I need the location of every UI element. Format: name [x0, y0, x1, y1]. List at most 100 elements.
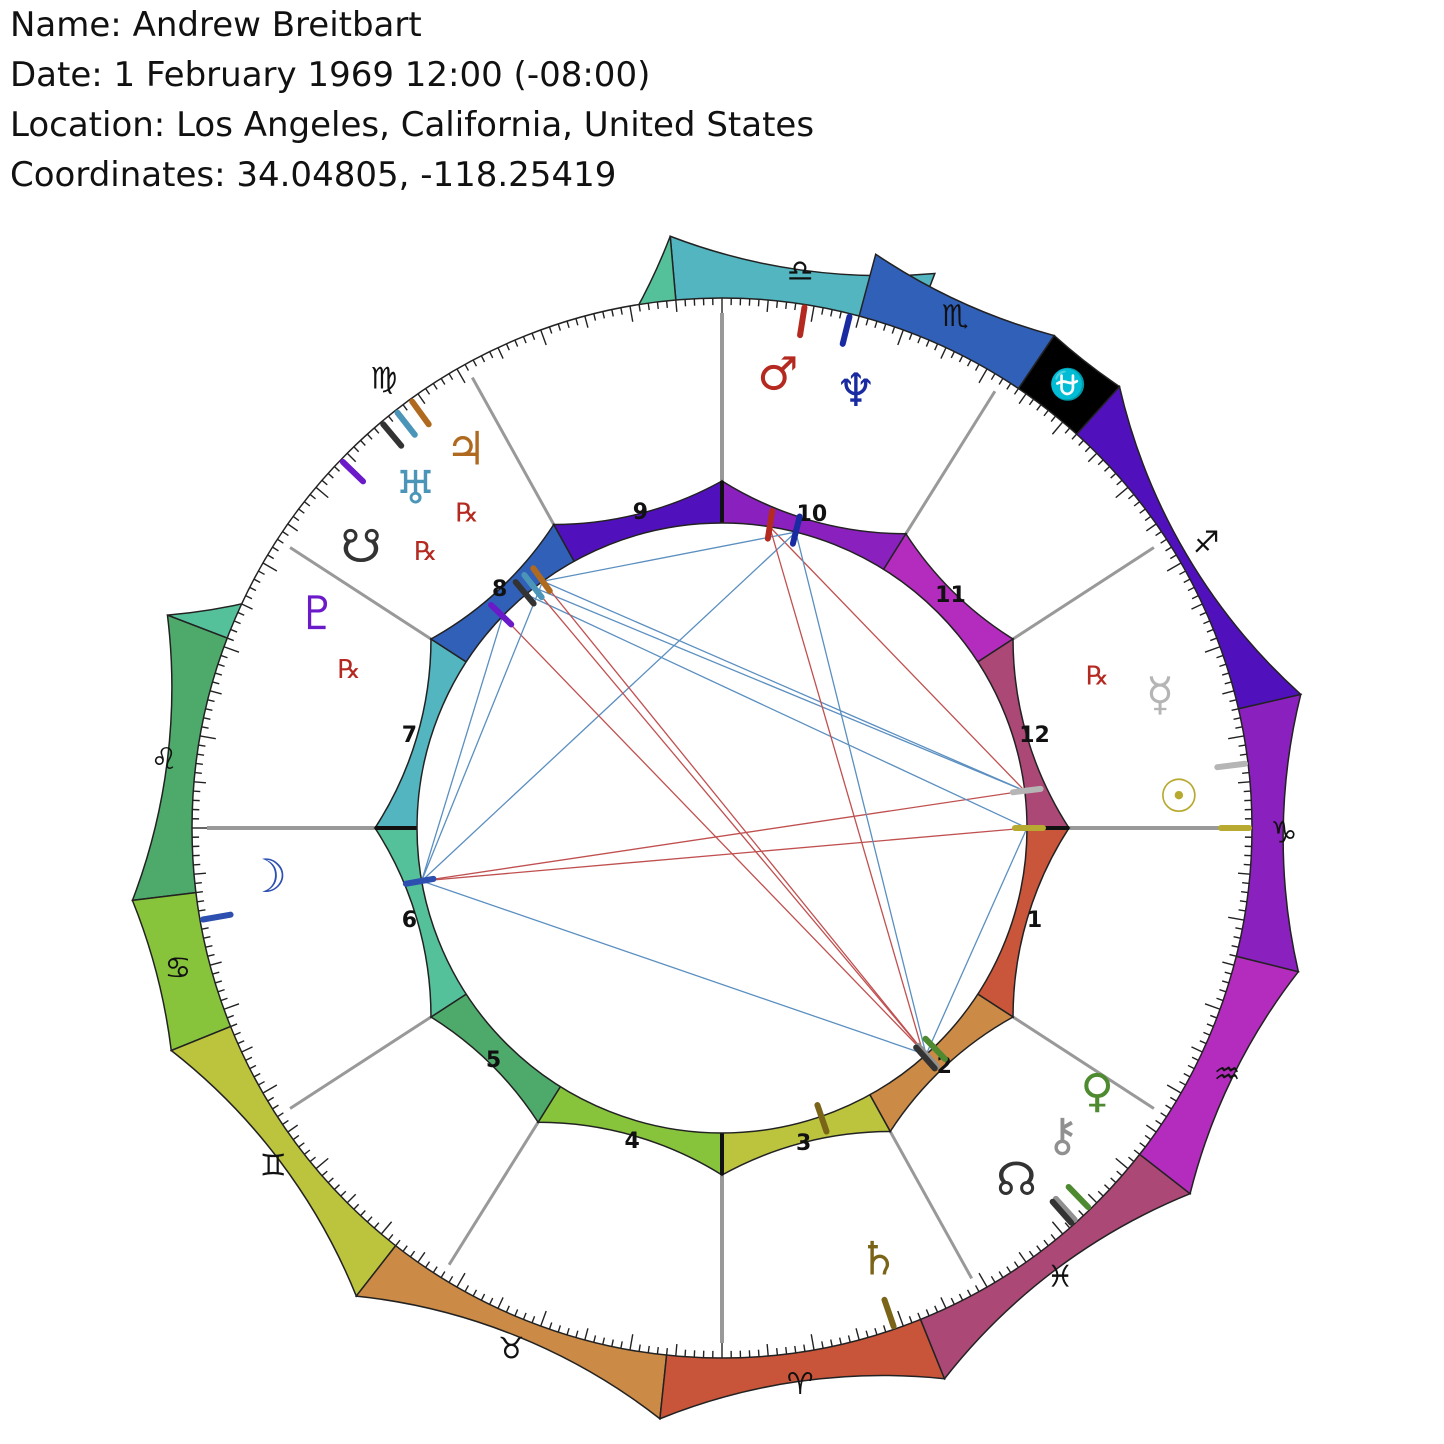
degree-tick [1187, 1064, 1195, 1070]
house-number: 4 [624, 1129, 639, 1154]
degree-tick [1006, 1266, 1012, 1273]
degree-tick [1018, 1251, 1027, 1263]
aspect-line-neptune-moon [421, 531, 797, 882]
house-number: 1 [1027, 908, 1042, 933]
degree-tick [1144, 515, 1152, 522]
degree-tick [548, 1322, 553, 1330]
jupiter-icon: ♃ [445, 421, 486, 475]
degree-tick [1110, 1177, 1117, 1184]
degree-tick [557, 1325, 562, 1333]
degree-tick [1084, 446, 1091, 453]
degree-tick [1166, 562, 1182, 572]
retrograde-label: ℞ [1086, 661, 1109, 691]
degree-tick [917, 336, 922, 344]
degree-tick [1165, 546, 1172, 552]
house-cusp-line [447, 1121, 540, 1266]
degree-tick [1203, 620, 1211, 625]
degree-tick [647, 303, 650, 311]
moon-outer-marker [200, 911, 234, 923]
degree-tick [1169, 554, 1177, 560]
degree-tick [1238, 744, 1246, 747]
degree-tick [1206, 1023, 1214, 1028]
degree-tick [1206, 628, 1214, 633]
aspect-lines [421, 526, 1028, 1057]
degree-tick [315, 1157, 329, 1170]
degree-tick [974, 1285, 980, 1292]
degree-tick [417, 393, 426, 405]
neptune-icon: ♆ [835, 363, 876, 417]
south-node-inner-marker [512, 579, 537, 607]
degree-tick [566, 320, 570, 329]
degree-tick [934, 343, 939, 351]
planet-saturn: ♄ [858, 1231, 899, 1285]
degree-tick [201, 726, 209, 729]
degree-tick [1160, 538, 1167, 544]
degree-tick [575, 318, 579, 326]
degree-tick [380, 1221, 393, 1235]
pisces-icon: ♓ [1047, 1259, 1074, 1294]
aspect-line-moon-pluto [421, 615, 504, 882]
degree-tick [1043, 409, 1049, 417]
south-node-icon: ☋ [341, 519, 382, 573]
house-number: 9 [633, 500, 648, 525]
aspect-line-mercury-mars [769, 526, 1026, 792]
degree-tick [785, 1347, 788, 1355]
degree-tick [1191, 595, 1199, 600]
degree-tick [966, 359, 972, 367]
degree-tick [353, 446, 360, 453]
pluto-inner-marker [488, 602, 515, 628]
degree-tick [602, 1337, 606, 1345]
degree-tick [212, 971, 220, 975]
degree-tick [821, 307, 824, 315]
degree-tick [220, 997, 228, 1002]
degree-tick [198, 744, 206, 747]
degree-tick [262, 562, 278, 572]
degree-tick [1145, 523, 1157, 532]
retrograde-label: ℞ [455, 498, 478, 528]
degree-tick [193, 872, 207, 875]
degree-tick [303, 1149, 311, 1155]
degree-tick [212, 681, 220, 685]
chiron-icon: ⚷ [1046, 1107, 1080, 1161]
degree-tick [656, 1347, 659, 1355]
degree-tick [1231, 944, 1239, 948]
degree-tick [1210, 1014, 1218, 1019]
degree-tick [1165, 1104, 1172, 1110]
mars-inner-marker [764, 507, 776, 542]
degree-tick [194, 881, 202, 885]
planet-pluto: ♇℞ [297, 586, 361, 685]
degree-tick [1228, 916, 1245, 921]
degree-tick [1187, 586, 1195, 592]
aspect-line-chiron-uranus [533, 587, 927, 1056]
degree-tick [1231, 708, 1239, 712]
house-number: 7 [402, 723, 417, 748]
house-number: 12 [1019, 723, 1050, 748]
degree-tick [865, 1330, 869, 1338]
degree-tick [865, 318, 869, 326]
degree-tick [205, 708, 213, 712]
degree-tick [1078, 1210, 1084, 1217]
degree-tick [195, 762, 203, 765]
degree-tick [346, 1193, 357, 1204]
house-cusp-lines [207, 313, 1237, 1343]
degree-tick [489, 1297, 494, 1305]
degree-tick [882, 1325, 887, 1333]
degree-tick [629, 1334, 634, 1351]
degree-tick [226, 1014, 234, 1019]
degree-tick [1210, 637, 1218, 642]
planet-mercury: ☿℞ [1086, 661, 1174, 721]
degree-tick [1050, 415, 1057, 422]
degree-tick [1216, 997, 1224, 1002]
degree-tick [794, 1345, 797, 1353]
degree-tick [1238, 909, 1246, 912]
house-cusp-line [289, 546, 432, 641]
degree-tick [298, 508, 305, 514]
degree-tick [1139, 508, 1146, 514]
degree-tick [1233, 717, 1241, 720]
degree-tick [1239, 900, 1247, 903]
degree-tick [593, 1335, 597, 1343]
degree-tick [480, 1293, 486, 1301]
degree-tick [489, 351, 494, 359]
degree-tick [838, 1337, 842, 1345]
